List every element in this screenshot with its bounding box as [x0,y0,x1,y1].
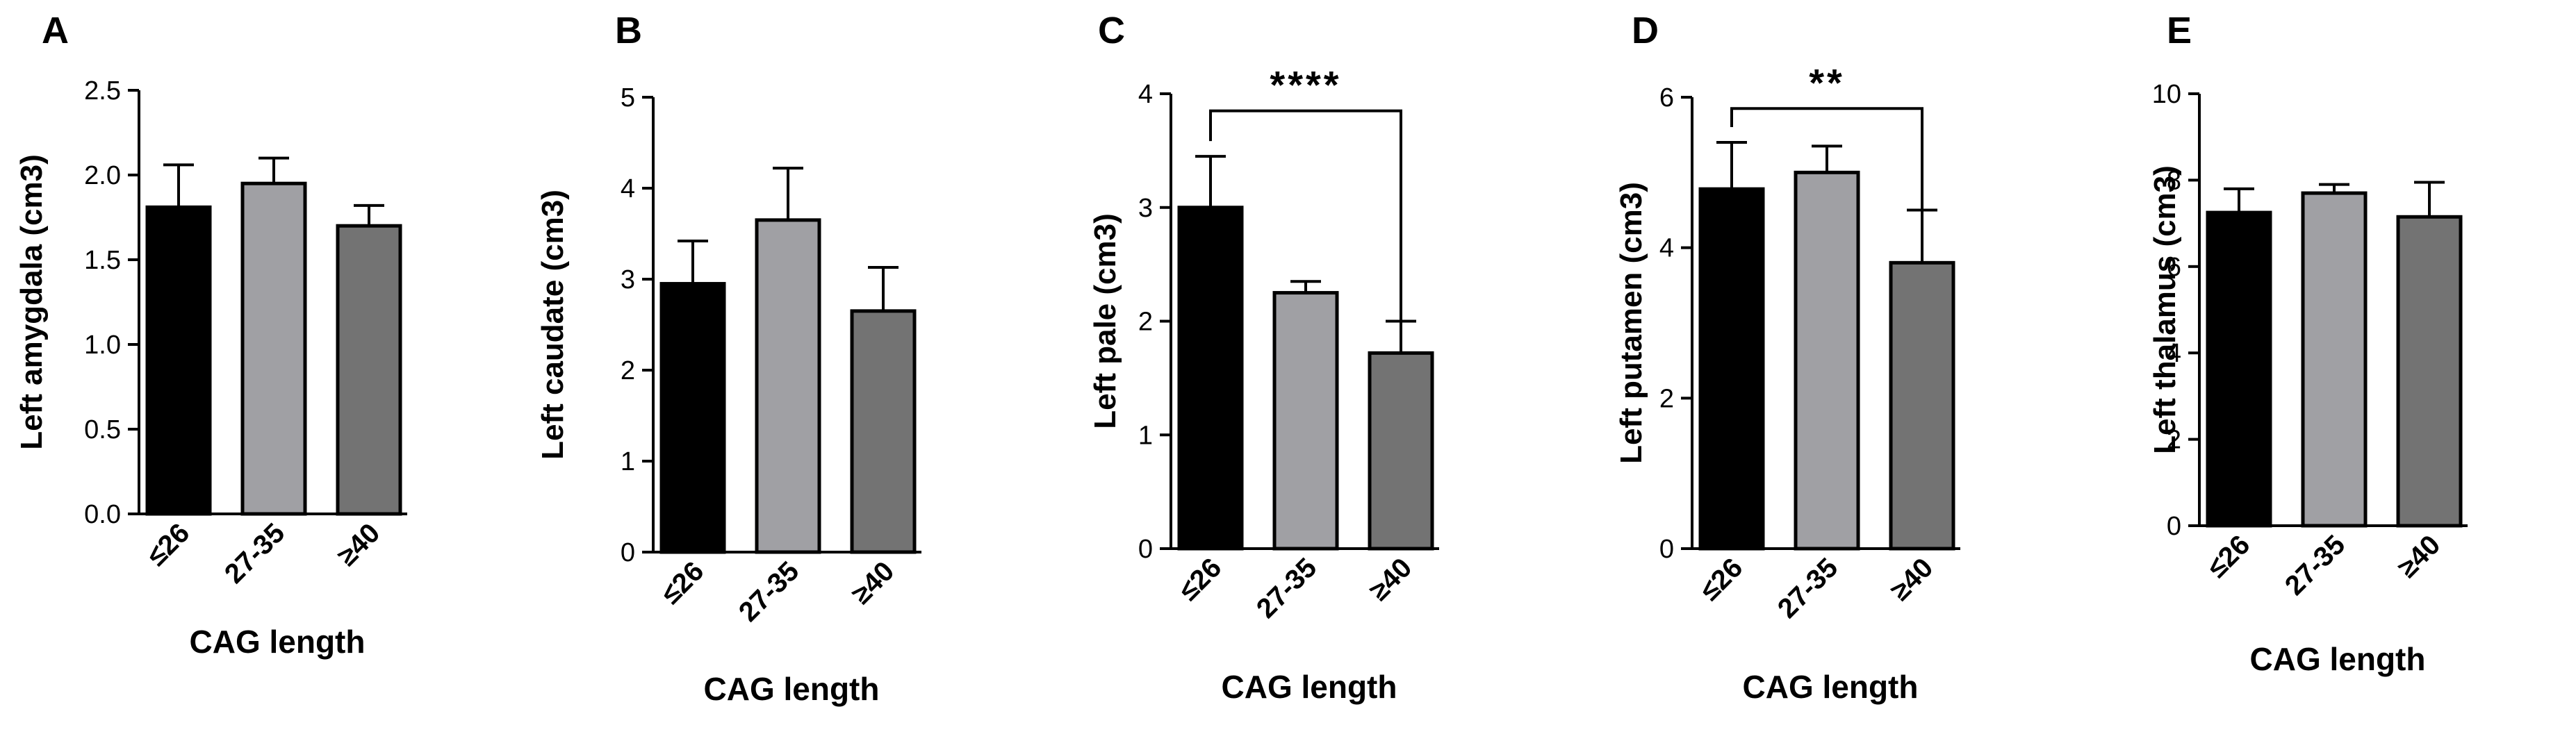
panel-a-x-axis-title: CAG length [190,624,366,660]
panel-a-y-axis-title: Left amygdala (cm3) [15,154,49,449]
panel-d-y-tick-label: 6 [1659,83,1674,113]
panel-c-y-tick-label: 2 [1138,308,1153,337]
panel-a-letter: A [42,10,69,51]
panel-c-x-tick-label: 27-35 [1251,552,1322,624]
panel-a-x-tick-label: ≤26 [141,517,195,572]
panel-b-bar-0 [659,282,726,554]
panel-d-bar-0 [1698,187,1765,551]
panel-a-x-tick-label: 27-35 [219,517,290,589]
panel-b-x-tick-label: ≥40 [846,556,900,610]
panel-e-y-tick-label: 0 [2167,512,2181,541]
panel-c-x-axis-title: CAG length [1222,669,1397,705]
panel-b-x-axis-title: CAG length [704,671,880,707]
panel-d-significance-bracket [1730,107,1923,255]
panel-e-y-tick-label: 2 [2167,426,2181,455]
panel-b-y-tick-label: 4 [621,174,635,203]
panel-c-significance-label: **** [1270,63,1341,107]
panel-e-y-tick-label: 6 [2167,253,2181,282]
panel-c-significance-bracket [1209,109,1402,345]
panel-d-x-axis-title: CAG length [1743,669,1919,705]
panel-e-letter: E [2167,10,2192,51]
panel-d-significance-label: ** [1809,60,1845,104]
panel-b-letter: B [615,10,642,51]
panel-b-y-tick-label: 1 [621,447,635,476]
panel-c-x-tick-label: ≤26 [1173,552,1227,606]
panel-a-bar-2 [336,224,402,516]
panel-c-y-tick-label: 1 [1138,421,1153,450]
panel-c-y-tick-label: 0 [1138,535,1153,564]
panel-a-y-tick-label: 0.5 [84,415,121,444]
panel-e-bar-0 [2206,210,2272,528]
panel-b-x-tick-label: 27-35 [733,556,805,627]
panel-d-letter: D [1632,10,1659,51]
panel-a-y-tick-label: 1.0 [84,331,121,360]
panel-d-bar-2 [1889,260,1955,551]
panel-b-y-tick-label: 5 [621,83,635,113]
panel-d-x-tick-label: ≥40 [1885,552,1939,606]
panel-e-y-axis-title: Left thalamus (cm3) [2148,165,2182,454]
panel-d-y-tick-label: 2 [1659,384,1674,413]
panel-e-y-tick-label: 4 [2167,339,2181,368]
panel-d-bar-1 [1794,170,1860,551]
panel-c-bar-2 [1368,351,1434,551]
panel-d-y-tick-label: 0 [1659,535,1674,564]
panel-a-y-tick-label: 2.5 [84,76,121,106]
panel-a-y-tick-label: 1.5 [84,246,121,275]
panel-c-y-axis-title: Left pale (cm3) [1088,213,1122,429]
panel-c-y-tick-label: 4 [1138,80,1153,109]
panel-c-y-tick-label: 3 [1138,194,1153,223]
panel-a-bar-0 [145,205,212,516]
panel-e-bar-2 [2396,215,2463,528]
panel-a-y-tick-label: 0.0 [84,500,121,529]
panel-c-bar-0 [1177,206,1244,551]
panel-e-x-tick-label: ≤26 [2201,529,2256,583]
panel-a-bar-1 [240,181,307,516]
panel-d-y-tick-label: 4 [1659,234,1674,263]
panel-e-x-tick-label: ≥40 [2392,529,2446,583]
panel-a-x-tick-label: ≥40 [331,517,386,572]
panel-b-x-tick-label: ≤26 [655,556,709,610]
panel-b-bar-1 [755,218,821,554]
panel-c-bar-1 [1272,291,1339,551]
panel-b-bar-2 [850,309,917,554]
panel-b-y-axis-title: Left caudate (cm3) [536,190,570,460]
panel-d-y-axis-title: Left putamen (cm3) [1614,182,1648,464]
panel-e-y-tick-label: 10 [2152,80,2181,109]
panel-a-y-tick-label: 2.0 [84,161,121,190]
panel-c-letter: C [1098,10,1125,51]
panel-b-y-tick-label: 0 [621,538,635,567]
panel-d-x-tick-label: 27-35 [1772,552,1844,624]
panel-e-y-tick-label: 8 [2167,166,2181,195]
panel-d-x-tick-label: ≤26 [1694,552,1748,606]
panel-b-y-tick-label: 3 [621,265,635,294]
panel-c-x-tick-label: ≥40 [1363,552,1418,606]
panel-e-bar-1 [2301,191,2368,528]
panel-b-y-tick-label: 2 [621,356,635,385]
panel-e-x-tick-label: 27-35 [2279,529,2351,601]
panel-e-x-axis-title: CAG length [2250,641,2426,677]
